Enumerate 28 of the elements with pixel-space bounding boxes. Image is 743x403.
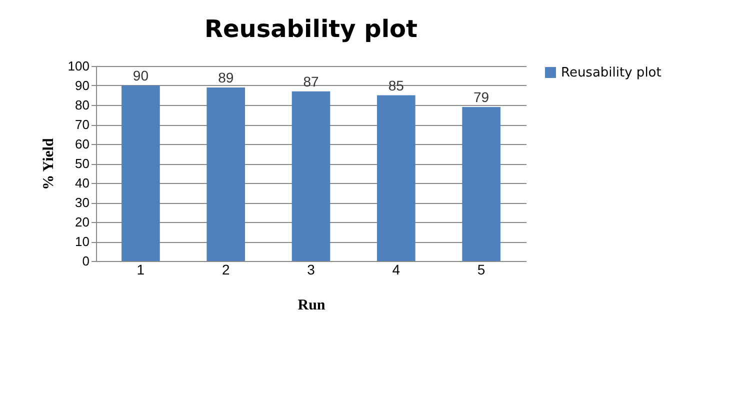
x-tick-label: 2 — [222, 262, 230, 278]
y-tick-label: 100 — [68, 58, 90, 74]
bar — [206, 87, 246, 261]
data-label: 79 — [474, 88, 490, 105]
y-tick-label: 50 — [75, 156, 90, 171]
bar — [376, 95, 416, 261]
data-label: 89 — [218, 69, 234, 86]
y-tick-label: 80 — [75, 98, 90, 112]
y-tick-label: 60 — [75, 136, 90, 152]
bar — [292, 91, 330, 261]
y-tick-label: 0 — [82, 254, 90, 268]
bar — [462, 106, 500, 261]
y-tick-label: 70 — [75, 117, 90, 132]
x-tick-label: 5 — [477, 262, 486, 278]
y-axis-title: % Yield — [40, 137, 57, 190]
y-tick-label: 10 — [75, 234, 90, 249]
data-label: 90 — [132, 68, 149, 84]
bar — [122, 86, 160, 261]
y-tick-label: 20 — [75, 214, 90, 230]
x-axis-title: Run — [298, 298, 326, 314]
chart-title: Reusability plot — [204, 15, 418, 43]
x-tick-label: 4 — [392, 262, 400, 278]
y-tick-label: 40 — [75, 176, 90, 190]
y-tick-label: 30 — [75, 195, 90, 210]
x-tick-label: 1 — [136, 262, 145, 278]
y-tick-label: 90 — [75, 78, 90, 93]
x-tick-label: 3 — [307, 262, 316, 278]
legend-label: Reusability plot — [561, 66, 662, 80]
